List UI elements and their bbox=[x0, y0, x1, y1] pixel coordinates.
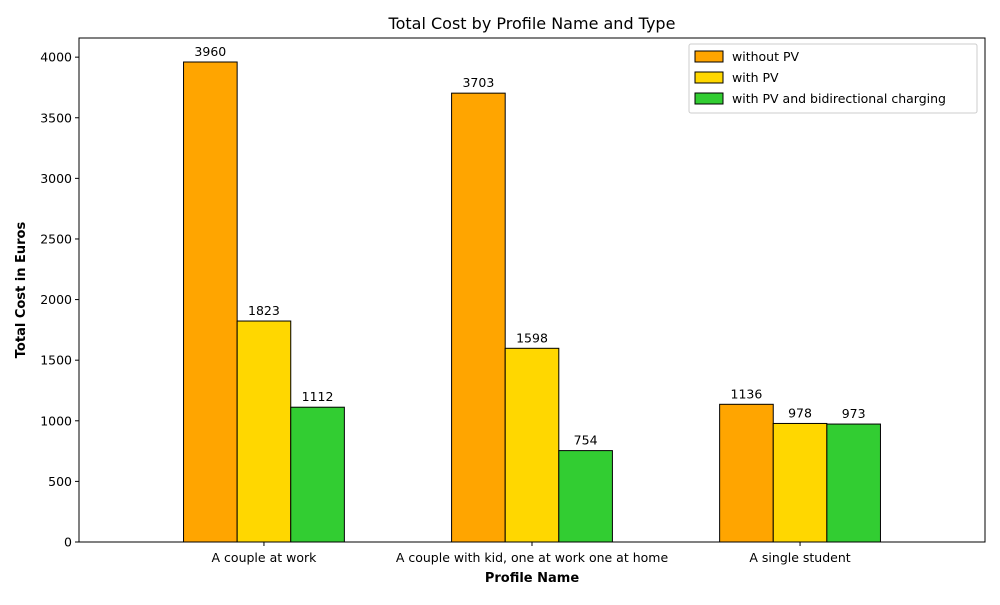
legend-swatch bbox=[694, 92, 724, 105]
x-tick-label: A couple with kid, one at work one at ho… bbox=[396, 550, 669, 565]
bar-value-label: 3703 bbox=[462, 75, 494, 90]
bar-value-label: 973 bbox=[842, 406, 866, 421]
bar-value-label: 754 bbox=[574, 433, 598, 448]
y-tick-label: 4000 bbox=[40, 50, 72, 65]
bar bbox=[236, 320, 292, 543]
bars-layer bbox=[183, 61, 881, 543]
y-tick-label: 3500 bbox=[40, 110, 72, 125]
bar bbox=[183, 61, 238, 543]
bar-value-label: 978 bbox=[788, 405, 812, 420]
legend-swatch bbox=[694, 71, 724, 84]
y-axis-label: Total Cost in Euros bbox=[14, 222, 29, 359]
bar bbox=[451, 92, 506, 543]
bar bbox=[290, 406, 345, 543]
data-labels-layer: 3960 1823 1112 3703 1598 754 1136 978 973 bbox=[194, 44, 865, 448]
bar bbox=[504, 347, 560, 543]
y-tick-label: 1000 bbox=[40, 413, 72, 428]
legend-label: without PV bbox=[732, 49, 800, 64]
bar bbox=[558, 450, 613, 543]
y-tick-label: 3000 bbox=[40, 171, 72, 186]
legend-swatch bbox=[694, 50, 724, 63]
bar-value-label: 1823 bbox=[248, 303, 280, 318]
x-axis-label: Profile Name bbox=[485, 571, 580, 586]
legend-label: with PV bbox=[732, 70, 779, 85]
legend-label: with PV and bidirectional charging bbox=[732, 91, 946, 106]
legend: without PV with PV with PV and bidirection… bbox=[688, 43, 978, 114]
y-tick-label: 1500 bbox=[40, 353, 72, 368]
bar bbox=[826, 423, 881, 543]
bar bbox=[772, 422, 828, 543]
y-tick-label: 2000 bbox=[40, 292, 72, 307]
y-tick-label: 2500 bbox=[40, 231, 72, 246]
x-tick-label: A single student bbox=[749, 550, 850, 565]
bar-value-label: 1112 bbox=[302, 389, 334, 404]
legend-frame bbox=[688, 43, 978, 114]
y-axis: 0 500 1000 1500 2000 2500 3000 3500 4000 bbox=[40, 50, 79, 550]
y-tick-label: 500 bbox=[48, 474, 72, 489]
x-tick-label: A couple at work bbox=[212, 550, 318, 565]
chart-title: Total Cost by Profile Name and Type bbox=[388, 14, 676, 33]
bar-value-label: 3960 bbox=[194, 44, 226, 59]
y-tick-label: 0 bbox=[64, 535, 72, 550]
bar bbox=[719, 403, 774, 543]
bar-value-label: 1598 bbox=[516, 330, 548, 345]
x-axis: A couple at work A couple with kid, one a… bbox=[212, 542, 851, 565]
bar-value-label: 1136 bbox=[731, 386, 763, 401]
